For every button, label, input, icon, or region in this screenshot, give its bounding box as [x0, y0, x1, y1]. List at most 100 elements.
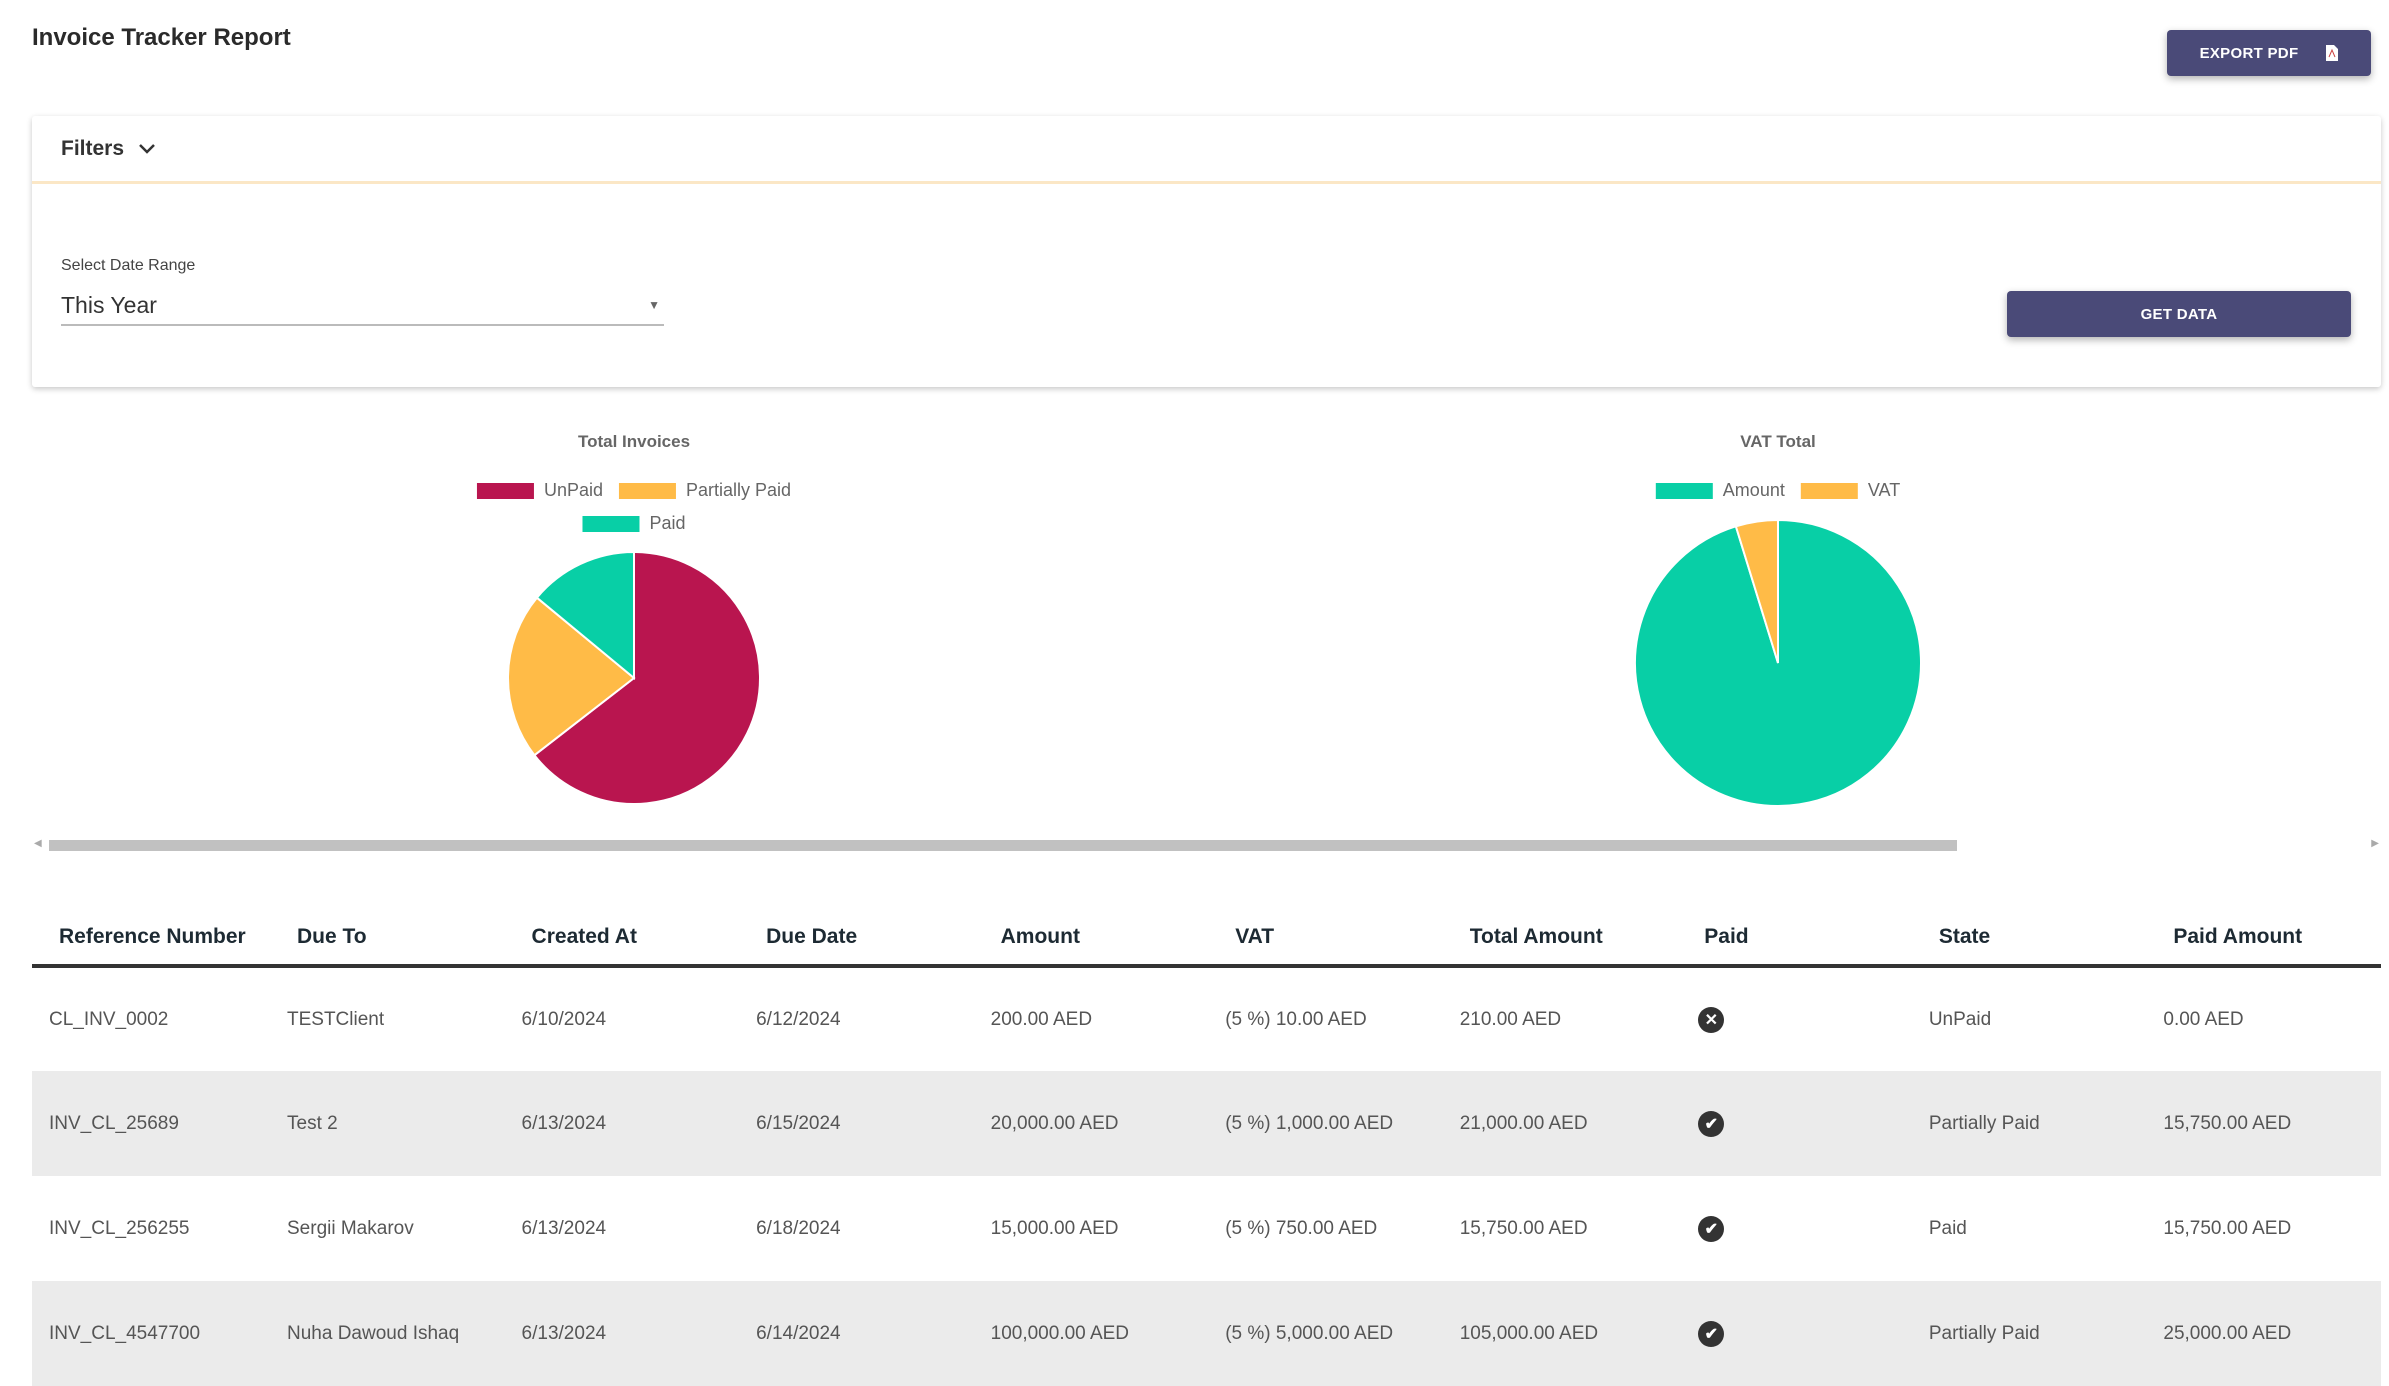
pie-slice-vat[interactable] [1734, 518, 1779, 664]
cell-paid-amount: 0.00 AED [2163, 1008, 2244, 1030]
date-range-label: Select Date Range [61, 257, 196, 274]
horizontal-scrollbar[interactable]: ◀ ▶ [32, 838, 2381, 852]
pie-slice-partially-paid[interactable] [507, 596, 636, 757]
cell-due-to: Sergii Makarov [287, 1217, 414, 1239]
paid-cell: ✔ [1677, 1281, 1912, 1386]
legend-label: VAT [1867, 480, 1901, 500]
column-header[interactable]: Paid Amount [2146, 880, 2381, 968]
filters-panel: Filters Select Date Range This Year ▼ GE… [32, 116, 2381, 387]
export-pdf-button[interactable]: EXPORT PDF [2167, 30, 2371, 76]
column-header[interactable]: Created At [504, 880, 740, 968]
check-circle-icon: ✔ [1698, 1215, 1725, 1242]
column-header[interactable]: Paid [1677, 880, 1912, 968]
cell-amount: 15,000.00 AED [990, 1217, 1119, 1239]
column-header[interactable]: State [1911, 880, 2147, 968]
cell-created: 6/13/2024 [504, 1281, 740, 1386]
cell-ref: INV_CL_4547700 [32, 1281, 270, 1386]
cell-state: Partially Paid [1911, 1071, 2147, 1176]
x-circle-icon: ✕ [1698, 1006, 1725, 1033]
date-range-select[interactable]: This Year ▼ [61, 286, 664, 326]
column-header[interactable]: Due To [270, 880, 505, 968]
legend-swatch [582, 515, 640, 532]
legend-label: Paid [649, 513, 686, 533]
get-data-button[interactable]: GET DATA [2007, 291, 2351, 337]
pdf-file-icon [2326, 45, 2339, 61]
legend-swatch [619, 482, 676, 499]
cell-vat: (5 %) 1,000.00 AED [1208, 1071, 1443, 1176]
cell-vat: (5 %) 5,000.00 AED [1208, 1281, 1443, 1386]
pie-chart [507, 550, 761, 805]
cell-total: 15,750.00 AED [1459, 1217, 1588, 1239]
column-header[interactable]: Reference Number [32, 880, 270, 968]
cell-total: 21,000.00 AED [1442, 1071, 1678, 1176]
column-header[interactable]: Amount [973, 880, 1209, 968]
table-row[interactable]: INV_CL_4547700 Nuha Dawoud Ishaq 6/13/2024… [32, 1281, 2381, 1386]
cell-created: 6/13/2024 [504, 1071, 740, 1176]
legend-item[interactable]: VAT [1800, 480, 1901, 501]
pie-slice-unpaid[interactable] [533, 550, 761, 805]
legend-label: Partially Paid [686, 480, 792, 500]
cell-due: 6/14/2024 [739, 1281, 974, 1386]
dropdown-arrow-icon: ▼ [648, 298, 660, 312]
legend-item[interactable]: Partially Paid [619, 480, 791, 501]
chart-legend: Amount VAT [1655, 480, 1901, 501]
chart-legend: Paid [582, 513, 686, 534]
cell-paid-amount: 15,750.00 AED [2146, 1071, 2381, 1176]
column-header[interactable]: Due Date [739, 880, 974, 968]
table-row[interactable]: INV_CL_25689 Test 2 6/13/2024 6/15/2024 20,0… [32, 1071, 2381, 1176]
export-pdf-label: EXPORT PDF [2199, 44, 2299, 62]
cell-vat: (5 %) 750.00 AED [1225, 1217, 1378, 1239]
legend-swatch [1655, 482, 1713, 499]
cell-paid-amount: 15,750.00 AED [2163, 1217, 2292, 1239]
invoice-table: Reference Number Due To Created At Due Date… [32, 880, 2381, 1386]
cell-due-to: TESTClient [287, 1008, 385, 1030]
chevron-down-icon [139, 143, 155, 154]
cell-ref: INV_CL_256255 [49, 1217, 190, 1239]
legend-item[interactable]: Amount [1655, 480, 1785, 501]
paid-cell: ✕ [1677, 966, 1912, 1071]
chart-legend: UnPaid Partially Paid [476, 480, 791, 501]
cell-state: Partially Paid [1911, 1281, 2147, 1386]
cell-amount: 200.00 AED [990, 1008, 1093, 1030]
legend-item[interactable]: UnPaid [476, 480, 603, 501]
filters-title: Filters [61, 136, 125, 160]
table-row[interactable]: CL_INV_0002 TESTClient 6/10/2024 6/12/2024 2… [32, 966, 2381, 1071]
cell-due: 6/12/2024 [756, 1008, 841, 1030]
chart-title: VAT Total [1740, 432, 1816, 451]
scroll-right-icon[interactable]: ▶ [2371, 838, 2379, 849]
cell-due: 6/15/2024 [739, 1071, 974, 1176]
cell-created: 6/13/2024 [521, 1217, 607, 1239]
cell-ref: INV_CL_25689 [32, 1071, 270, 1176]
column-header[interactable]: VAT [1208, 880, 1443, 968]
scroll-left-icon[interactable]: ◀ [34, 838, 42, 849]
check-circle-icon: ✔ [1698, 1320, 1725, 1347]
date-range-value: This Year [61, 291, 157, 318]
check-circle-icon: ✔ [1698, 1110, 1725, 1137]
cell-ref: CL_INV_0002 [49, 1008, 169, 1030]
cell-state: UnPaid [1928, 1008, 1992, 1030]
pie-slice-paid[interactable] [535, 550, 635, 681]
paid-cell: ✔ [1677, 1176, 1912, 1281]
cell-total: 210.00 AED [1459, 1008, 1562, 1030]
page-title: Invoice Tracker Report [32, 24, 291, 51]
cell-amount: 100,000.00 AED [973, 1281, 1209, 1386]
cell-due-to: Nuha Dawoud Ishaq [270, 1281, 505, 1386]
cell-amount: 20,000.00 AED [973, 1071, 1209, 1176]
cell-paid-amount: 25,000.00 AED [2146, 1281, 2381, 1386]
cell-state: Paid [1928, 1217, 1967, 1239]
legend-item[interactable]: Paid [582, 513, 686, 534]
column-header[interactable]: Total Amount [1442, 880, 1678, 968]
scrollbar-thumb[interactable] [49, 840, 1957, 851]
cell-vat: (5 %) 10.00 AED [1225, 1008, 1367, 1030]
table-row[interactable]: INV_CL_256255 Sergii Makarov 6/13/2024 6/18… [32, 1176, 2381, 1281]
chart-title: Total Invoices [577, 432, 691, 451]
legend-swatch [1800, 482, 1858, 499]
paid-cell: ✔ [1677, 1071, 1912, 1176]
filters-toggle[interactable]: Filters [32, 116, 2381, 184]
legend-swatch [476, 482, 534, 499]
cell-due-to: Test 2 [270, 1071, 505, 1176]
legend-label: Amount [1722, 480, 1785, 500]
legend-label: UnPaid [543, 480, 603, 500]
cell-created: 6/10/2024 [521, 1008, 607, 1030]
cell-due: 6/18/2024 [756, 1217, 841, 1239]
